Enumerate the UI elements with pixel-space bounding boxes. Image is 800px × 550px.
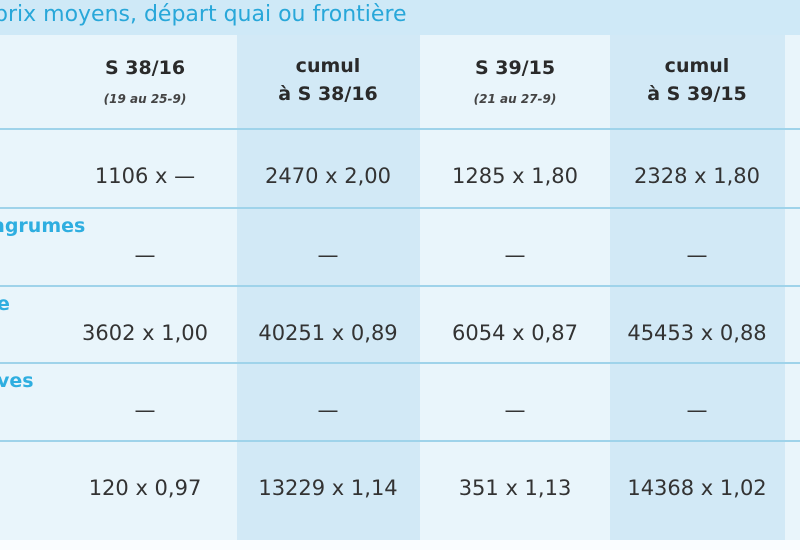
row-label: agrumes (0, 215, 86, 237)
cell-value: — (686, 398, 708, 422)
cell-value: 3602 x 1,00 (82, 321, 208, 345)
row-divider (0, 285, 800, 287)
column-header: à S 39/15 (647, 83, 747, 105)
shaded-column (237, 35, 420, 540)
column-header: cumul (664, 55, 730, 77)
row-divider (0, 207, 800, 209)
cell-value: 13229 x 1,14 (258, 476, 398, 500)
title-band (0, 0, 800, 35)
cell-value: — (317, 398, 339, 422)
column-header: à S 38/16 (278, 83, 378, 105)
cell-value: — (134, 243, 156, 267)
cell-value: 120 x 0,97 (88, 476, 202, 500)
cell-value: 1285 x 1,80 (452, 164, 578, 188)
column-subheader: (19 au 25-9) (103, 92, 187, 106)
cell-value: — (504, 398, 526, 422)
cell-value: 45453 x 0,88 (627, 321, 767, 345)
column-header: cumul (295, 55, 361, 77)
cell-value: 2470 x 2,00 (265, 164, 391, 188)
cell-value: 2328 x 1,80 (634, 164, 760, 188)
shaded-column (610, 35, 785, 540)
cell-value: 1106 x — (94, 164, 196, 188)
cell-value: — (686, 243, 708, 267)
row-divider (0, 440, 800, 442)
row-divider (0, 128, 800, 130)
row-label: e (0, 293, 10, 315)
cell-value: 40251 x 0,89 (258, 321, 398, 345)
table-title: prix moyens, départ quai ou frontière (0, 2, 407, 27)
row-label: ves (0, 370, 34, 392)
cell-value: — (134, 398, 156, 422)
column-subheader: (21 au 27-9) (473, 92, 557, 106)
column-header: S 38/16 (104, 57, 186, 79)
cell-value: 351 x 1,13 (458, 476, 572, 500)
column-header: S 39/15 (474, 57, 556, 79)
cell-value: — (504, 243, 526, 267)
row-divider (0, 362, 800, 364)
cell-value: 6054 x 0,87 (452, 321, 578, 345)
cell-value: — (317, 243, 339, 267)
cell-value: 14368 x 1,02 (627, 476, 767, 500)
